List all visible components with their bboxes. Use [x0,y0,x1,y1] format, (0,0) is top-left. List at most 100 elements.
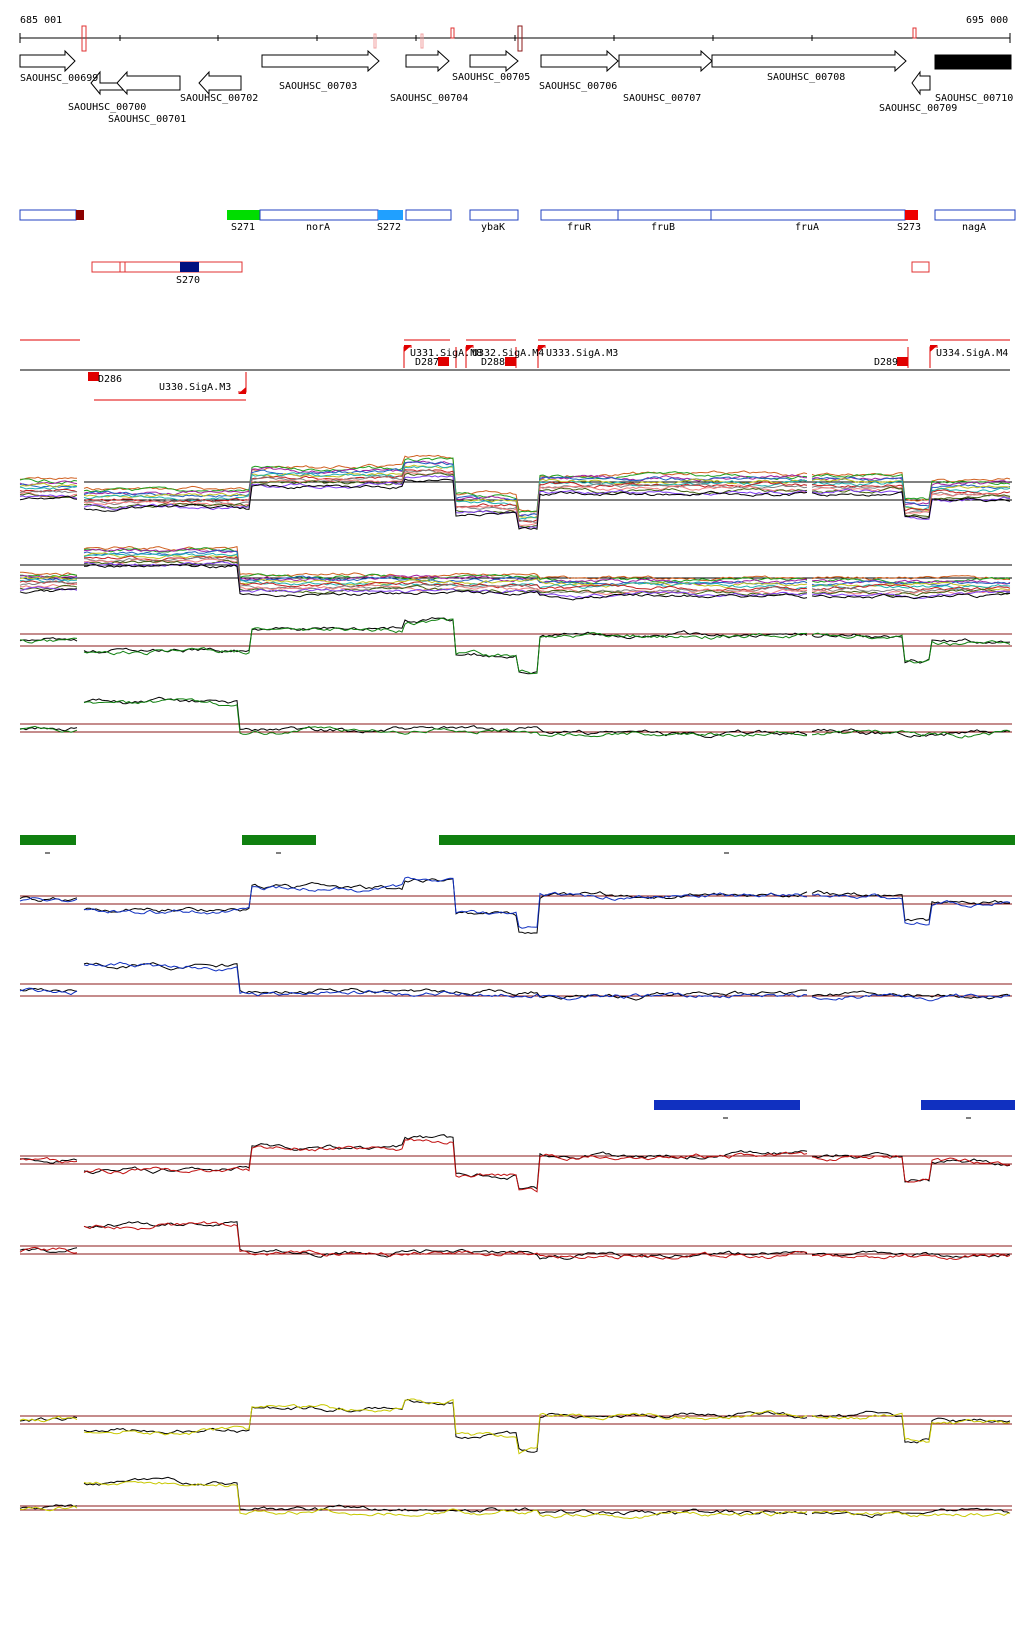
condition-profile [812,484,1011,512]
gene-box-filled[interactable] [934,54,1012,70]
condition-profile [83,545,808,582]
gene-arrow[interactable] [405,49,450,73]
segment-box[interactable] [91,261,243,273]
condition-profile [19,495,78,501]
condition-profile [811,992,1011,1002]
segment-marker-red[interactable] [905,210,918,220]
gene-arrow[interactable] [19,49,76,73]
feature-label: U332.SigA.M4 [472,348,544,359]
feature-marker[interactable] [505,357,516,366]
segment-box[interactable] [259,209,379,221]
green-condition-bars [20,835,1015,854]
reference-profile [811,1151,1011,1183]
gene-track [19,49,1012,96]
segment-label: S270 [176,275,200,286]
condition-profile [811,581,1011,591]
segment-box[interactable] [710,209,906,221]
feature-marker[interactable] [897,357,908,366]
expression-green-plus [19,617,1012,675]
gene-arrow[interactable] [198,70,242,96]
condition-profile [19,1505,78,1512]
condition-profile [19,476,78,481]
gene-arrow[interactable] [911,70,931,96]
segment-box[interactable] [19,209,77,221]
condition-profile [83,472,808,528]
condition-profile [83,547,808,585]
ruler-marker [450,27,455,39]
condition-profile [19,1246,78,1254]
expression-blue-plus [19,876,1012,934]
segment-box[interactable] [617,209,712,221]
gene-arrow[interactable] [618,49,713,73]
segment-box[interactable] [469,209,519,221]
segment-box[interactable] [405,209,452,221]
segment-label: S273 [897,222,921,233]
gene-label: SAOUHSC_00706 [539,81,617,92]
condition-bar[interactable] [439,835,1015,845]
condition-profile [811,583,1011,591]
feature-label: D287 [415,357,439,368]
ruler-marker [517,25,523,52]
condition-profile [19,588,78,594]
condition-profile [83,617,808,675]
condition-profile [83,460,808,517]
ruler-end-label: 695 000 [966,15,1008,26]
expression-red-plus [19,1134,1012,1193]
segment-box[interactable] [540,209,619,221]
condition-profile [83,563,808,601]
condition-profile [19,580,77,585]
feature-label: D286 [98,374,122,385]
segment-marker-green[interactable] [227,210,260,220]
condition-profile [811,1252,1011,1261]
expression-multi-condition-minus [19,545,1012,601]
expression-yellow-minus [19,1476,1012,1520]
reference-profile [83,1134,808,1190]
condition-profile [19,637,78,644]
condition-profile [19,725,78,733]
condition-profile [83,468,808,523]
gene-arrow[interactable] [540,49,619,73]
feature-label: D288 [481,357,505,368]
reference-profile [83,1476,808,1516]
expression-red-minus [19,1221,1012,1261]
condition-profile [811,575,1011,581]
gene-label: SAOUHSC_00707 [623,93,701,104]
condition-bar[interactable] [654,1100,800,1110]
gene-arrow[interactable] [469,49,519,73]
condition-profile [83,469,808,523]
condition-profile [83,457,808,514]
reference-profile [83,1398,808,1453]
segment-box[interactable] [911,261,930,273]
condition-profile [811,580,1011,587]
gene-labels: SAOUHSC_00699 SAOUHSC_00700 SAOUHSC_0070… [20,72,1013,125]
condition-bar[interactable] [20,835,76,845]
condition-profile [811,1412,1011,1443]
condition-bar[interactable] [921,1100,1015,1110]
gene-arrow[interactable] [261,49,380,73]
condition-profile [83,478,808,530]
reference-profile [811,728,1011,738]
gene-arrow[interactable] [711,49,907,73]
condition-profile [811,1510,1011,1518]
condition-profile [83,470,808,527]
condition-profile [83,556,808,594]
condition-profile [19,584,78,591]
segment-box[interactable] [934,209,1016,221]
feature-track: U331.SigA.M8 U332.SigA.M4 U333.SigA.M3 U… [20,339,1010,401]
gene-label: SAOUHSC_00699 [20,73,98,84]
condition-profile [20,571,78,576]
condition-profile [83,1398,808,1455]
segment-label: fruB [651,222,675,233]
segment-marker-navy[interactable] [180,262,199,272]
gene-label: SAOUHSC_00701 [108,114,186,125]
condition-profile [83,561,808,599]
feature-marker[interactable] [88,372,99,381]
condition-bar[interactable] [242,835,316,845]
segment-label: S271 [231,222,255,233]
gene-arrow[interactable] [116,70,181,96]
segment-marker-dark[interactable] [76,210,84,220]
gene-label: SAOUHSC_00702 [180,93,258,104]
condition-profile [811,486,1011,514]
segment-marker-blue[interactable] [378,210,403,220]
feature-marker[interactable] [438,357,449,366]
